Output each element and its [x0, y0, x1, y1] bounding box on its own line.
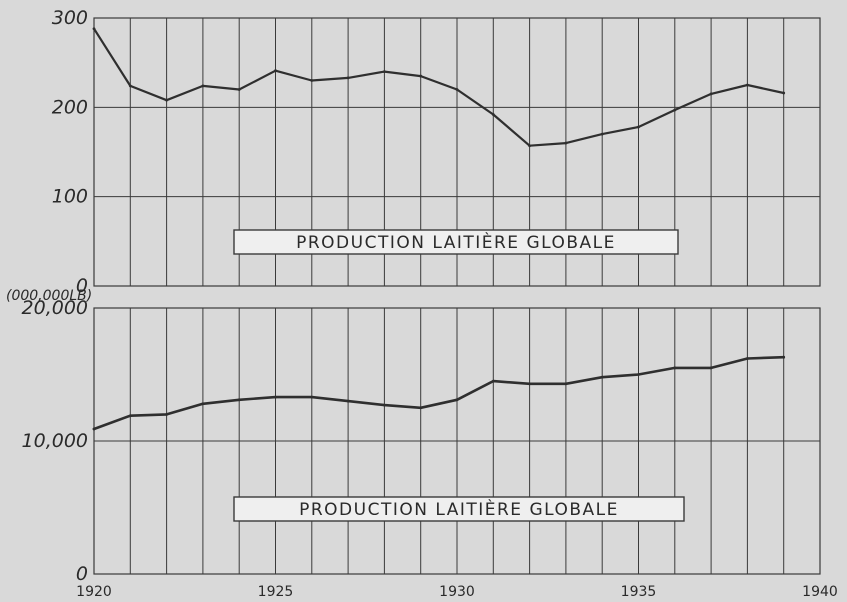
data-point	[528, 382, 531, 386]
data-point	[92, 27, 96, 31]
data-point	[709, 366, 713, 370]
data-point	[92, 427, 96, 431]
data-point	[128, 84, 132, 88]
data-point	[383, 70, 386, 73]
data-point	[673, 366, 677, 370]
panel-top: 0 100 200 300 PRODUCTION LAITIÈRE GLOBALE	[52, 7, 821, 297]
y-tick-label: 300	[52, 7, 88, 29]
data-point	[310, 79, 314, 82]
data-point	[237, 88, 241, 91]
y-tick-label: 100	[52, 186, 88, 208]
data-point	[491, 113, 495, 116]
x-tick-label: 1930	[439, 584, 475, 600]
data-point	[274, 395, 277, 399]
y-tick-label: 20,000	[22, 297, 88, 319]
x-tick-label: 1940	[802, 584, 838, 600]
y-tick-label: 0	[76, 275, 88, 297]
data-point	[600, 132, 604, 136]
data-point	[128, 414, 132, 418]
data-point	[564, 141, 568, 145]
data-point	[165, 413, 169, 416]
series-line	[92, 27, 785, 147]
data-point	[637, 125, 640, 129]
x-tick-label: 1935	[621, 584, 657, 600]
data-point	[346, 76, 350, 80]
data-point	[600, 375, 604, 379]
data-point	[237, 398, 241, 402]
data-point	[673, 108, 677, 112]
data-point	[419, 406, 423, 410]
data-point	[782, 91, 786, 95]
y-tick-label: 200	[52, 96, 88, 118]
y-tick-label: 10,000	[22, 430, 88, 452]
data-point	[709, 92, 713, 96]
chart-title: PRODUCTION LAITIÈRE GLOBALE	[299, 498, 619, 520]
data-point	[528, 144, 531, 148]
data-point	[346, 399, 350, 403]
data-point	[782, 355, 786, 359]
data-point	[746, 357, 749, 360]
panel-bottom: 0 10,000 20,000 1920 1925 1930 1935 1940 (000,00…	[6, 288, 838, 600]
data-point	[455, 88, 459, 91]
data-point	[419, 74, 423, 78]
series-line	[92, 355, 786, 431]
data-point	[564, 382, 568, 386]
chart-title-box	[233, 496, 685, 522]
chart-title-box	[233, 229, 679, 255]
data-point	[201, 402, 205, 406]
data-point	[165, 98, 169, 102]
x-tick-label: 1920	[76, 584, 112, 600]
data-point	[746, 83, 749, 87]
data-point	[201, 84, 205, 88]
data-point	[455, 398, 459, 402]
y-unit-label: (000,000LB)	[6, 288, 92, 304]
chart-title: PRODUCTION LAITIÈRE GLOBALE	[296, 231, 616, 253]
y-tick-label: 0	[76, 563, 88, 585]
data-point	[491, 379, 495, 383]
data-point	[274, 69, 277, 73]
data-point	[637, 373, 640, 376]
data-point	[383, 403, 386, 407]
x-tick-label: 1925	[258, 584, 294, 600]
data-point	[310, 395, 314, 399]
